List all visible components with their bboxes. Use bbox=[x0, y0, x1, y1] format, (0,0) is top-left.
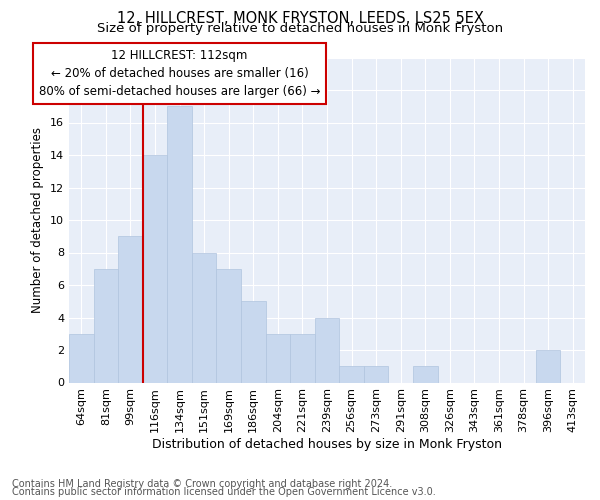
Bar bbox=[241, 301, 266, 382]
Text: 12, HILLCREST, MONK FRYSTON, LEEDS, LS25 5EX: 12, HILLCREST, MONK FRYSTON, LEEDS, LS25… bbox=[116, 11, 484, 26]
Text: Contains public sector information licensed under the Open Government Licence v3: Contains public sector information licen… bbox=[12, 487, 436, 497]
Bar bbox=[118, 236, 143, 382]
Y-axis label: Number of detached properties: Number of detached properties bbox=[31, 127, 44, 313]
Bar bbox=[315, 318, 339, 382]
Bar bbox=[266, 334, 290, 382]
Bar bbox=[339, 366, 364, 382]
Bar bbox=[290, 334, 315, 382]
Bar bbox=[192, 252, 217, 382]
Text: Contains HM Land Registry data © Crown copyright and database right 2024.: Contains HM Land Registry data © Crown c… bbox=[12, 479, 392, 489]
Bar bbox=[217, 269, 241, 382]
Bar bbox=[143, 155, 167, 382]
Bar bbox=[413, 366, 437, 382]
Bar bbox=[69, 334, 94, 382]
Text: 12 HILLCREST: 112sqm
← 20% of detached houses are smaller (16)
80% of semi-detac: 12 HILLCREST: 112sqm ← 20% of detached h… bbox=[39, 50, 320, 98]
Text: Size of property relative to detached houses in Monk Fryston: Size of property relative to detached ho… bbox=[97, 22, 503, 35]
Bar bbox=[167, 106, 192, 382]
Bar bbox=[94, 269, 118, 382]
Bar bbox=[364, 366, 388, 382]
X-axis label: Distribution of detached houses by size in Monk Fryston: Distribution of detached houses by size … bbox=[152, 438, 502, 451]
Bar bbox=[536, 350, 560, 382]
